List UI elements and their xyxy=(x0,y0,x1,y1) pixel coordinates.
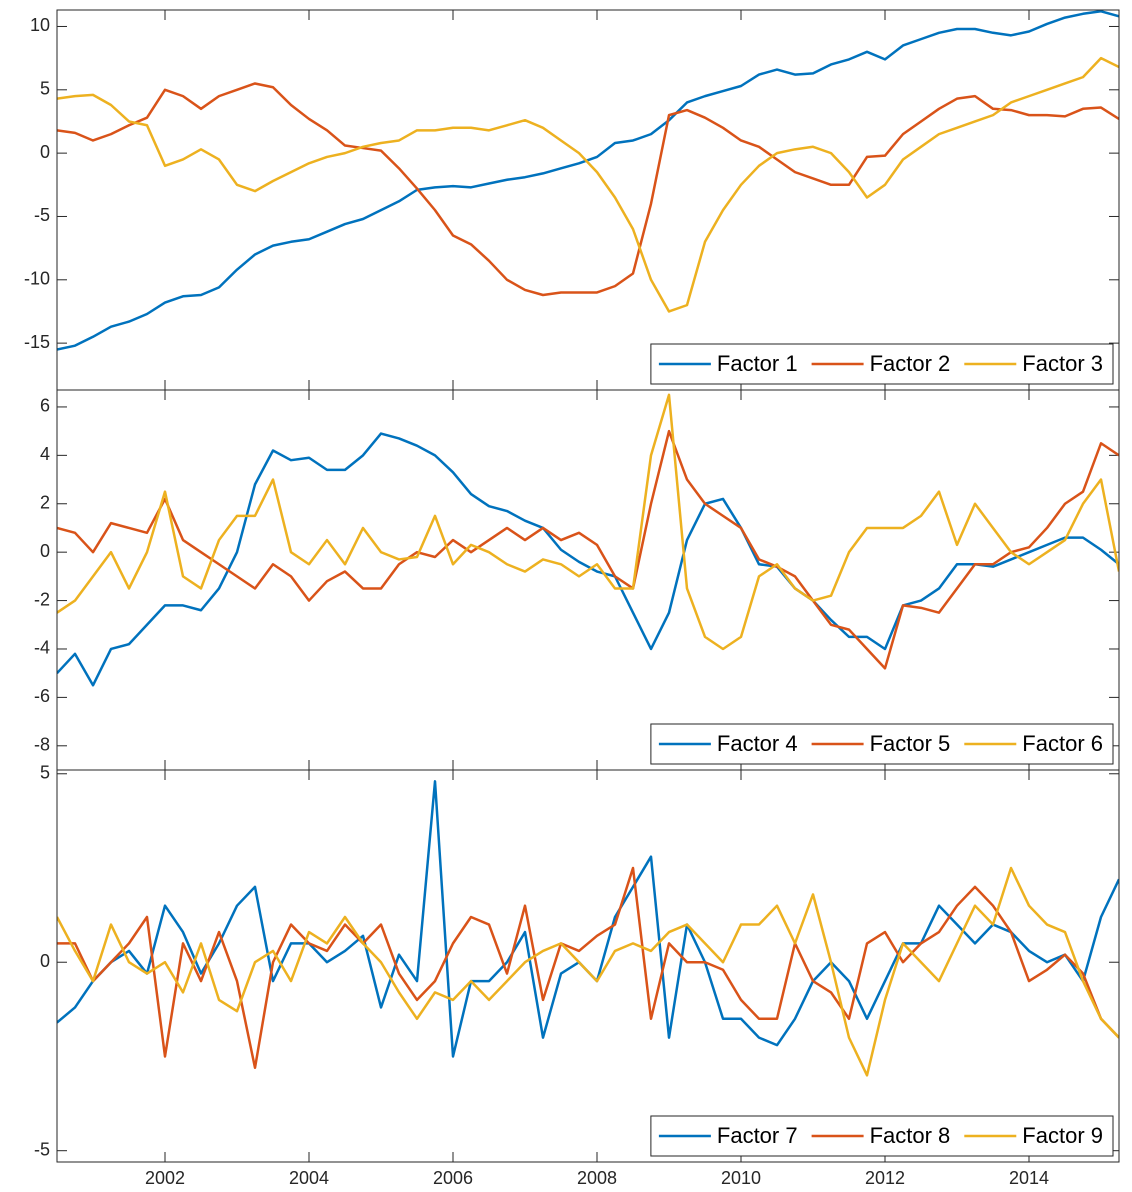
y-tick-label: -2 xyxy=(34,589,50,609)
y-tick-label: 10 xyxy=(30,15,50,35)
legend: Factor 7 Factor 8 Factor 9 xyxy=(650,1115,1114,1157)
legend: Factor 1 Factor 2 Factor 3 xyxy=(650,343,1114,385)
legend: Factor 4 Factor 5 Factor 6 xyxy=(650,723,1114,765)
legend-box xyxy=(650,1115,1114,1157)
y-tick-label: 0 xyxy=(40,541,50,561)
y-tick-label: -15 xyxy=(24,332,50,352)
x-tick-label: 2014 xyxy=(1009,1168,1049,1188)
y-tick-label: 0 xyxy=(40,951,50,971)
plot-area xyxy=(57,393,1119,687)
axes-box xyxy=(56,769,1120,1163)
x-tick-label: 2002 xyxy=(145,1168,185,1188)
legend-label: Factor 1 xyxy=(717,351,798,376)
y-tick-label: 5 xyxy=(40,79,50,99)
x-tick-label: 2004 xyxy=(289,1168,329,1188)
y-tick-label: -5 xyxy=(34,205,50,225)
legend-box xyxy=(650,343,1114,385)
legend-label: Factor 2 xyxy=(870,351,951,376)
legend-label: Factor 9 xyxy=(1022,1123,1103,1148)
y-tick-label: 4 xyxy=(40,444,50,464)
legend-label: Factor 8 xyxy=(870,1123,951,1148)
plot-area xyxy=(57,10,1119,351)
series-line xyxy=(57,432,1119,687)
x-tick-label: 2010 xyxy=(721,1168,761,1188)
legend-label: Factor 4 xyxy=(717,731,798,756)
legend-box xyxy=(650,723,1114,765)
series-line xyxy=(57,82,1119,297)
y-tick-label: -5 xyxy=(34,1139,50,1159)
series-line xyxy=(57,780,1119,1058)
series-line xyxy=(57,56,1119,313)
axes-box xyxy=(56,389,1120,771)
y-tick-label: -4 xyxy=(34,638,50,658)
y-tick-label: -6 xyxy=(34,686,50,706)
y-tick-label: 5 xyxy=(40,763,50,783)
series-line xyxy=(57,866,1119,1070)
x-tick-label: 2008 xyxy=(577,1168,617,1188)
series-line xyxy=(57,866,1119,1077)
y-tick-label: 0 xyxy=(40,142,50,162)
x-tick-label: 2012 xyxy=(865,1168,905,1188)
series-line xyxy=(57,10,1119,351)
y-tick-label: 6 xyxy=(40,396,50,416)
legend-label: Factor 7 xyxy=(717,1123,798,1148)
y-tick-label: 2 xyxy=(40,493,50,513)
y-tick-label: -8 xyxy=(34,735,50,755)
y-tick-label: -10 xyxy=(24,269,50,289)
x-tick-label: 2006 xyxy=(433,1168,473,1188)
legend-label: Factor 3 xyxy=(1022,351,1103,376)
axes-box xyxy=(56,9,1120,391)
plot-area xyxy=(57,780,1119,1077)
legend-label: Factor 6 xyxy=(1022,731,1103,756)
series-line xyxy=(57,429,1119,670)
series-line xyxy=(57,393,1119,651)
legend-label: Factor 5 xyxy=(870,731,951,756)
